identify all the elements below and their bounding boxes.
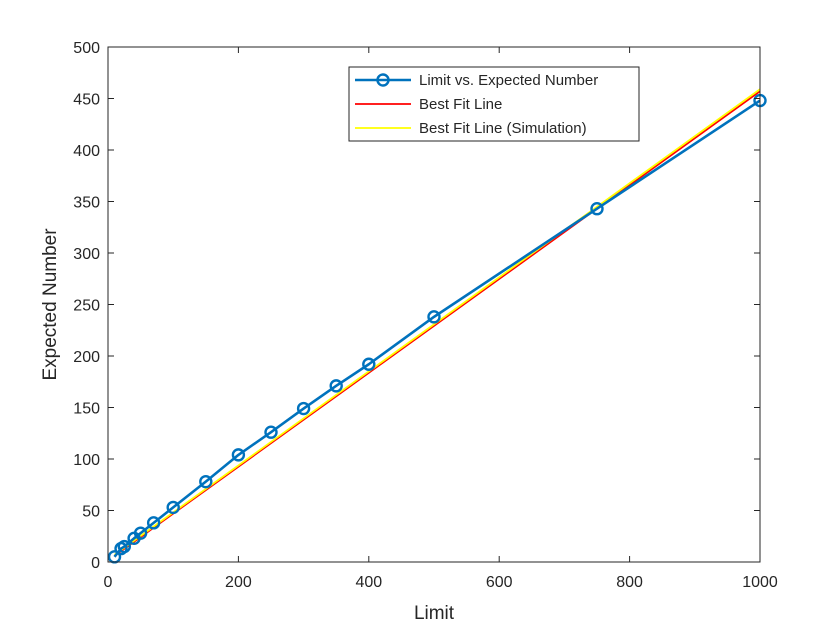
y-tick-label: 100 xyxy=(73,452,100,469)
data-point xyxy=(199,474,213,489)
y-tick-label: 250 xyxy=(73,298,100,315)
data-point xyxy=(146,516,161,530)
series-line xyxy=(113,90,761,557)
y-tick-label: 400 xyxy=(73,143,100,160)
y-axis-ticks: 0 50 100 150 200 250 300 350 400 450 500 xyxy=(73,40,760,572)
y-tick-label: 200 xyxy=(73,349,100,366)
y-axis-title: Expected Number xyxy=(40,228,61,381)
x-tick-label: 800 xyxy=(616,574,643,591)
x-axis-ticks: 0 200 400 600 800 1000 xyxy=(104,47,778,591)
legend-label: Limit vs. Expected Number xyxy=(419,72,598,89)
data-point xyxy=(427,310,441,324)
x-tick-label: 400 xyxy=(355,574,382,591)
legend: Limit vs. Expected Number Best Fit Line Be… xyxy=(348,66,640,142)
data-point xyxy=(117,539,132,554)
y-tick-label: 500 xyxy=(73,40,100,57)
y-tick-label: 150 xyxy=(73,401,100,418)
series-layer xyxy=(107,88,767,564)
data-point xyxy=(590,202,604,216)
x-tick-label: 0 xyxy=(104,574,113,591)
data-point xyxy=(296,401,311,416)
x-tick-label: 1000 xyxy=(742,574,778,591)
series-best-fit-line xyxy=(113,90,761,557)
y-tick-label: 450 xyxy=(73,92,100,109)
y-tick-label: 50 xyxy=(82,504,100,521)
y-tick-label: 350 xyxy=(73,195,100,212)
data-point xyxy=(133,526,148,540)
data-point xyxy=(329,379,343,393)
legend-item-best-fit-line: Best Fit Line xyxy=(355,96,502,113)
data-point xyxy=(264,425,278,439)
y-tick-label: 0 xyxy=(91,555,100,572)
legend-marker xyxy=(376,73,390,87)
y-tick-label: 300 xyxy=(73,246,100,263)
data-point xyxy=(166,500,180,515)
x-tick-label: 200 xyxy=(225,574,252,591)
legend-label: Best Fit Line xyxy=(419,96,502,113)
data-point xyxy=(362,357,376,371)
data-point xyxy=(231,448,246,462)
series-limit-vs-expected-number xyxy=(107,93,767,564)
legend-item-best-fit-line-simulation: Best Fit Line (Simulation) xyxy=(355,120,587,137)
legend-item-limit-vs-expected-number: Limit vs. Expected Number xyxy=(355,72,598,89)
legend-label: Best Fit Line (Simulation) xyxy=(419,120,587,137)
x-axis-title: Limit xyxy=(414,603,455,624)
x-tick-label: 600 xyxy=(486,574,513,591)
